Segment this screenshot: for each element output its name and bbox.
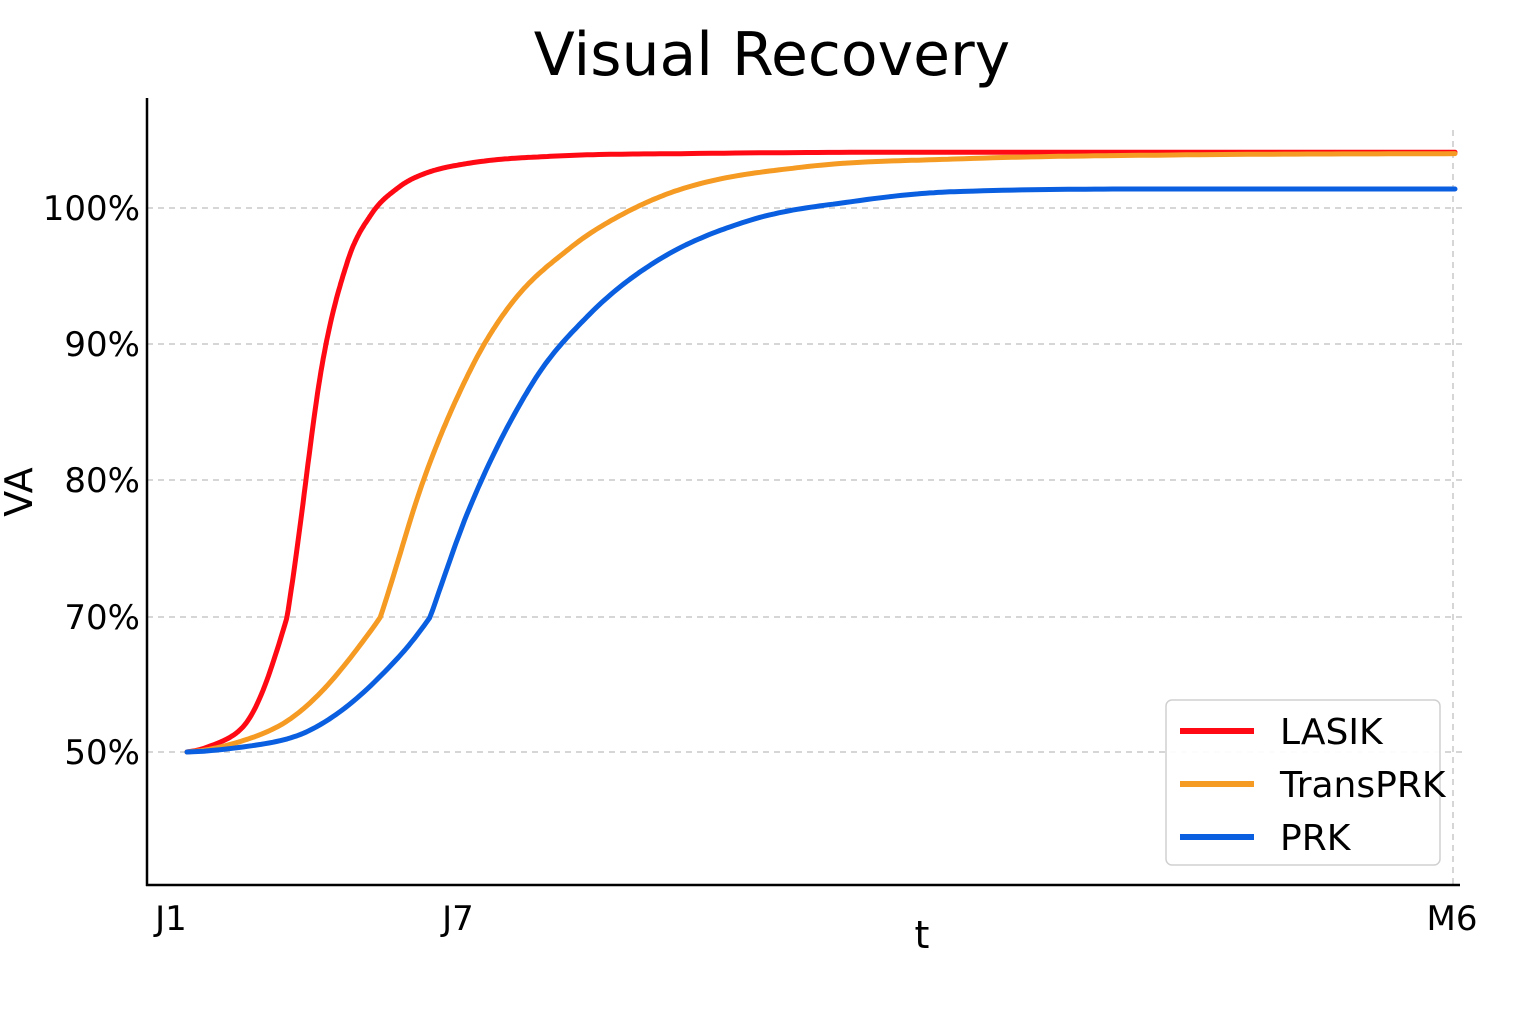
y-tick-label: 90% bbox=[64, 325, 140, 365]
series-line-lasik bbox=[184, 149, 1458, 755]
legend: LASIK TransPRK PRK bbox=[1165, 699, 1447, 866]
legend-label-transprk: TransPRK bbox=[1279, 765, 1447, 806]
y-tick-label: 50% bbox=[64, 733, 140, 773]
y-tick-label: 100% bbox=[43, 189, 140, 229]
y-tick-label: 80% bbox=[64, 461, 140, 501]
series-line-transprk bbox=[184, 151, 1458, 755]
y-tick-labels: 50% 70% 80% 90% 100% bbox=[43, 189, 140, 773]
x-tick-labels: J1 J7 M6 bbox=[153, 899, 1477, 939]
legend-box bbox=[1165, 699, 1441, 866]
x-axis-label: t bbox=[915, 913, 930, 957]
series-line-prk bbox=[184, 186, 1458, 755]
series-lines bbox=[184, 149, 1458, 755]
y-gridlines bbox=[147, 207, 1462, 753]
legend-label-prk: PRK bbox=[1280, 818, 1352, 859]
legend-label-lasik: LASIK bbox=[1280, 712, 1384, 753]
x-tick-label: J7 bbox=[440, 899, 474, 939]
y-axis-label: VA bbox=[0, 467, 41, 517]
y-tick-label: 70% bbox=[64, 598, 140, 638]
x-tick-label: J1 bbox=[153, 899, 187, 939]
chart-title: Visual Recovery bbox=[534, 20, 1010, 90]
x-tick-label: M6 bbox=[1427, 899, 1478, 939]
